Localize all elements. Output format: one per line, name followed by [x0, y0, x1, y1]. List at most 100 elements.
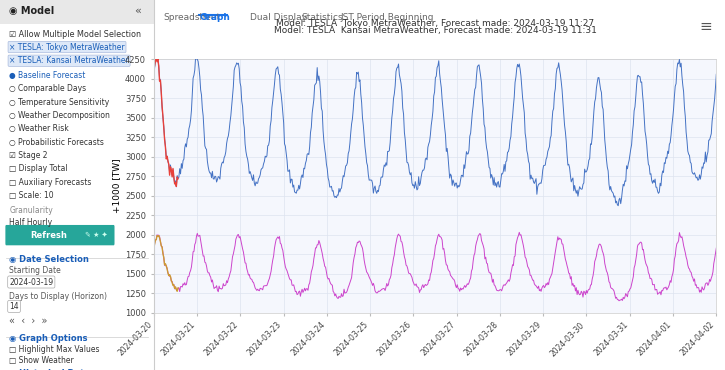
TESLA: Kansai MetraWeather Forecast: (11, 1.28e+03): Kansai MetraWeather Forecast: (11, 1.28e…: [625, 289, 634, 293]
TESLA: Tokyo MetraWeather Forecast: (0, 4.12e+03): Tokyo MetraWeather Forecast: (0, 4.12e+0…: [149, 67, 158, 72]
TESLA: Tokyo MetraWeather Actual: (0.562, 2.72e+03): Tokyo MetraWeather Actual: (0.562, 2.72e…: [174, 176, 183, 181]
TESLA: Kansai MetraWeather Actual: (0.562, 1.32e+03): Kansai MetraWeather Actual: (0.562, 1.32…: [174, 286, 183, 290]
TESLA: Kansai MetraWeather Actual: (0.271, 1.63e+03): Kansai MetraWeather Actual: (0.271, 1.63…: [161, 262, 170, 266]
Text: Model: TESLA  Kansai MetraWeather, Forecast made: 2024-03-19 11:31: Model: TESLA Kansai MetraWeather, Foreca…: [273, 26, 597, 35]
TESLA: Tokyo MetraWeather Actual: (0.252, 3.22e+03): Tokyo MetraWeather Actual: (0.252, 3.22e…: [160, 137, 169, 142]
TESLA: Tokyo MetraWeather Actual: (0.271, 3.12e+03): Tokyo MetraWeather Actual: (0.271, 3.12e…: [161, 145, 170, 149]
TESLA: Tokyo MetraWeather Actual: (0.484, 2.65e+03): Tokyo MetraWeather Actual: (0.484, 2.65e…: [170, 182, 179, 186]
TESLA: Kansai MetraWeather Actual: (0.136, 1.96e+03): Kansai MetraWeather Actual: (0.136, 1.96…: [155, 236, 164, 240]
Text: «  ‹  ›  »: « ‹ › »: [9, 316, 48, 326]
TESLA: Tokyo MetraWeather Actual: (0.426, 2.74e+03): Tokyo MetraWeather Actual: (0.426, 2.74e…: [167, 175, 176, 179]
TESLA: Tokyo MetraWeather Actual: (0.194, 3.65e+03): Tokyo MetraWeather Actual: (0.194, 3.65e…: [158, 104, 167, 108]
TESLA: Tokyo MetraWeather Actual: (0.368, 2.76e+03): Tokyo MetraWeather Actual: (0.368, 2.76e…: [165, 173, 174, 177]
TESLA: Tokyo MetraWeather Actual: (0.504, 2.67e+03): Tokyo MetraWeather Actual: (0.504, 2.67e…: [171, 180, 180, 185]
TESLA: Tokyo MetraWeather Actual: (0.329, 2.95e+03): Tokyo MetraWeather Actual: (0.329, 2.95e…: [164, 159, 173, 163]
TESLA: Kansai MetraWeather Actual: (0.0387, 1.93e+03): Kansai MetraWeather Actual: (0.0387, 1.9…: [151, 238, 160, 242]
TESLA: Tokyo MetraWeather Actual: (0.136, 3.97e+03): Tokyo MetraWeather Actual: (0.136, 3.97e…: [155, 79, 164, 83]
Text: ≡: ≡: [699, 18, 712, 34]
TESLA: Tokyo MetraWeather Forecast: (13, 4.06e+03): Tokyo MetraWeather Forecast: (13, 4.06e+…: [712, 72, 721, 77]
TESLA: Tokyo MetraWeather Actual: (0.465, 2.74e+03): Tokyo MetraWeather Actual: (0.465, 2.74e…: [170, 175, 178, 179]
TESLA: Tokyo MetraWeather Actual: (0.446, 2.85e+03): Tokyo MetraWeather Actual: (0.446, 2.85e…: [169, 166, 178, 171]
TESLA: Tokyo MetraWeather Actual: (0.213, 3.52e+03): Tokyo MetraWeather Actual: (0.213, 3.52e…: [159, 114, 167, 118]
Text: ○ Weather Decomposition: ○ Weather Decomposition: [9, 111, 110, 120]
Line: TESLA: Kansai MetraWeather Actual: TESLA: Kansai MetraWeather Actual: [154, 236, 178, 291]
TESLA: Tokyo MetraWeather Actual: (0.232, 3.38e+03): Tokyo MetraWeather Actual: (0.232, 3.38e…: [160, 125, 168, 130]
Y-axis label: +1000 [TW]: +1000 [TW]: [112, 159, 120, 213]
TESLA: Kansai MetraWeather Actual: (0.484, 1.31e+03): Kansai MetraWeather Actual: (0.484, 1.31…: [170, 286, 179, 290]
Text: Granularity: Granularity: [9, 206, 53, 215]
TESLA: Tokyo MetraWeather Actual: (0.0387, 4.22e+03): Tokyo MetraWeather Actual: (0.0387, 4.22…: [151, 59, 160, 64]
TESLA: Tokyo MetraWeather Actual: (0.349, 2.9e+03): Tokyo MetraWeather Actual: (0.349, 2.9e+…: [165, 162, 173, 166]
TESLA: Kansai MetraWeather Actual: (0.426, 1.39e+03): Kansai MetraWeather Actual: (0.426, 1.39…: [167, 280, 176, 285]
TESLA: Kansai MetraWeather Actual: (0.407, 1.41e+03): Kansai MetraWeather Actual: (0.407, 1.41…: [167, 278, 175, 283]
TESLA: Tokyo MetraWeather Actual: (0.0581, 4.27e+03): Tokyo MetraWeather Actual: (0.0581, 4.27…: [152, 55, 160, 60]
Text: ○ Temperature Sensitivity: ○ Temperature Sensitivity: [9, 98, 109, 107]
TESLA: Kansai MetraWeather Actual: (0.31, 1.56e+03): Kansai MetraWeather Actual: (0.31, 1.56e…: [163, 267, 172, 271]
TESLA: Tokyo MetraWeather Forecast: (0.969, 4.28e+03): Tokyo MetraWeather Forecast: (0.969, 4.2…: [191, 55, 200, 59]
TESLA: Tokyo MetraWeather Forecast: (2.13, 3.07e+03): Tokyo MetraWeather Forecast: (2.13, 3.07…: [241, 149, 250, 154]
Text: ○ Weather Risk: ○ Weather Risk: [9, 124, 69, 133]
Text: ◉ Historical Data: ◉ Historical Data: [9, 369, 90, 370]
TESLA: Tokyo MetraWeather Forecast: (11.8, 2.91e+03): Tokyo MetraWeather Forecast: (11.8, 2.91…: [660, 161, 669, 166]
TESLA: Tokyo MetraWeather Actual: (0.0775, 4.22e+03): Tokyo MetraWeather Actual: (0.0775, 4.22…: [153, 60, 162, 64]
Text: ○ Comparable Days: ○ Comparable Days: [9, 84, 86, 93]
TESLA: Tokyo MetraWeather Actual: (0.291, 2.97e+03): Tokyo MetraWeather Actual: (0.291, 2.97e…: [162, 157, 170, 161]
Text: × TESLA: Kansai MetraWeather: × TESLA: Kansai MetraWeather: [9, 56, 129, 65]
TESLA: Kansai MetraWeather Forecast: (10.8, 1.15e+03): Kansai MetraWeather Forecast: (10.8, 1.1…: [615, 299, 624, 303]
TESLA: Kansai MetraWeather Actual: (0.523, 1.3e+03): Kansai MetraWeather Actual: (0.523, 1.3e…: [172, 287, 181, 292]
Text: ✎ ★ ✦: ✎ ★ ✦: [85, 231, 107, 237]
Text: ◉ Graph Options: ◉ Graph Options: [9, 334, 88, 343]
TESLA: Kansai MetraWeather Actual: (0.194, 1.84e+03): Kansai MetraWeather Actual: (0.194, 1.84…: [158, 245, 167, 249]
TESLA: Tokyo MetraWeather Forecast: (3.49, 2.84e+03): Tokyo MetraWeather Forecast: (3.49, 2.84…: [300, 166, 309, 171]
TESLA: Kansai MetraWeather Forecast: (4.24, 1.19e+03): Kansai MetraWeather Forecast: (4.24, 1.1…: [333, 296, 341, 300]
Text: ◉ Model: ◉ Model: [9, 6, 54, 16]
TESLA: Tokyo MetraWeather Actual: (0.116, 4.16e+03): Tokyo MetraWeather Actual: (0.116, 4.16e…: [154, 64, 163, 68]
TESLA: Kansai MetraWeather Actual: (0.0775, 1.99e+03): Kansai MetraWeather Actual: (0.0775, 1.9…: [153, 233, 162, 238]
Text: ● Baseline Forecast: ● Baseline Forecast: [9, 71, 86, 80]
Text: Dual Display: Dual Display: [250, 13, 307, 22]
TESLA: Kansai MetraWeather Actual: (0.368, 1.49e+03): Kansai MetraWeather Actual: (0.368, 1.49…: [165, 272, 174, 277]
Text: ☑ Stage 2: ☑ Stage 2: [9, 151, 48, 160]
TESLA: Kansai MetraWeather Actual: (0.174, 1.86e+03): Kansai MetraWeather Actual: (0.174, 1.86…: [157, 243, 165, 248]
TESLA: Kansai MetraWeather Actual: (0.291, 1.6e+03): Kansai MetraWeather Actual: (0.291, 1.6e…: [162, 264, 170, 268]
Text: Refresh: Refresh: [30, 231, 67, 240]
FancyBboxPatch shape: [0, 0, 154, 24]
TESLA: Kansai MetraWeather Actual: (0.0194, 1.87e+03): Kansai MetraWeather Actual: (0.0194, 1.8…: [150, 242, 159, 247]
TESLA: Kansai MetraWeather Actual: (0.542, 1.27e+03): Kansai MetraWeather Actual: (0.542, 1.27…: [173, 289, 181, 293]
Text: Starting Date: Starting Date: [9, 266, 61, 275]
TESLA: Kansai MetraWeather Actual: (0.155, 1.91e+03): Kansai MetraWeather Actual: (0.155, 1.91…: [156, 239, 165, 244]
TESLA: Tokyo MetraWeather Actual: (0.155, 3.98e+03): Tokyo MetraWeather Actual: (0.155, 3.98e…: [156, 78, 165, 83]
TESLA: Kansai MetraWeather Actual: (0.213, 1.76e+03): Kansai MetraWeather Actual: (0.213, 1.76…: [159, 252, 167, 256]
TESLA: Tokyo MetraWeather Actual: (0.0969, 4.26e+03): Tokyo MetraWeather Actual: (0.0969, 4.26…: [154, 56, 162, 61]
Text: ☑ Allow Multiple Model Selection: ☑ Allow Multiple Model Selection: [9, 30, 141, 38]
TESLA: Tokyo MetraWeather Forecast: (11, 2.95e+03): Tokyo MetraWeather Forecast: (11, 2.95e+…: [625, 158, 634, 162]
TESLA: Kansai MetraWeather Forecast: (11.8, 1.32e+03): Kansai MetraWeather Forecast: (11.8, 1.3…: [660, 286, 669, 290]
TESLA: Kansai MetraWeather Forecast: (0.368, 1.46e+03): Kansai MetraWeather Forecast: (0.368, 1.…: [165, 274, 174, 279]
Text: Graph: Graph: [199, 13, 231, 22]
TESLA: Kansai MetraWeather Actual: (0.116, 1.99e+03): Kansai MetraWeather Actual: (0.116, 1.99…: [154, 233, 163, 238]
FancyBboxPatch shape: [5, 225, 115, 245]
TESLA: Kansai MetraWeather Actual: (0.465, 1.36e+03): Kansai MetraWeather Actual: (0.465, 1.36…: [170, 283, 178, 287]
Text: 14: 14: [9, 302, 19, 311]
Text: Spreadsheet: Spreadsheet: [163, 13, 220, 22]
Text: □ Display Total: □ Display Total: [9, 164, 68, 173]
TESLA: Kansai MetraWeather Actual: (0.0581, 1.94e+03): Kansai MetraWeather Actual: (0.0581, 1.9…: [152, 238, 160, 242]
Text: Days to Display (Horizon): Days to Display (Horizon): [9, 292, 107, 300]
TESLA: Tokyo MetraWeather Actual: (0.523, 2.62e+03): Tokyo MetraWeather Actual: (0.523, 2.62e…: [172, 184, 181, 189]
Text: □ Auxiliary Forecasts: □ Auxiliary Forecasts: [9, 178, 91, 186]
TESLA: Kansai MetraWeather Actual: (0.329, 1.51e+03): Kansai MetraWeather Actual: (0.329, 1.51…: [164, 271, 173, 275]
TESLA: Kansai MetraWeather Actual: (0.252, 1.61e+03): Kansai MetraWeather Actual: (0.252, 1.61…: [160, 263, 169, 267]
TESLA: Tokyo MetraWeather Forecast: (10.7, 2.37e+03): Tokyo MetraWeather Forecast: (10.7, 2.37…: [614, 204, 623, 208]
TESLA: Kansai MetraWeather Forecast: (8.45, 2.03e+03): Kansai MetraWeather Forecast: (8.45, 2.0…: [515, 230, 523, 235]
Line: TESLA: Kansai MetraWeather Forecast: TESLA: Kansai MetraWeather Forecast: [154, 232, 716, 301]
Text: × TESLA: Tokyo MetraWeather: × TESLA: Tokyo MetraWeather: [9, 43, 125, 51]
Text: JST Period Beginning: JST Period Beginning: [341, 13, 434, 22]
Text: Half Hourly: Half Hourly: [9, 218, 52, 226]
TESLA: Kansai MetraWeather Actual: (0.504, 1.33e+03): Kansai MetraWeather Actual: (0.504, 1.33…: [171, 285, 180, 289]
Text: «: «: [135, 6, 141, 16]
TESLA: Tokyo MetraWeather Actual: (0.0194, 4.16e+03): Tokyo MetraWeather Actual: (0.0194, 4.16…: [150, 64, 159, 68]
TESLA: Kansai MetraWeather Actual: (0.446, 1.35e+03): Kansai MetraWeather Actual: (0.446, 1.35…: [169, 283, 178, 287]
Text: Statistics: Statistics: [301, 13, 342, 22]
TESLA: Tokyo MetraWeather Forecast: (4.26, 2.51e+03): Tokyo MetraWeather Forecast: (4.26, 2.51…: [334, 193, 342, 198]
Line: TESLA: Tokyo MetraWeather Actual: TESLA: Tokyo MetraWeather Actual: [154, 57, 178, 186]
